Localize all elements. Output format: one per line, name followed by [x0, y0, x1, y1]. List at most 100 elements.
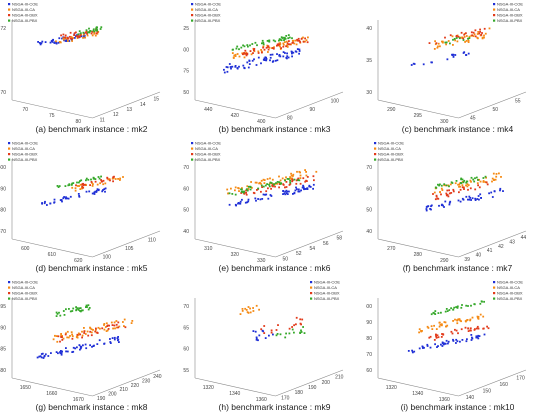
data-point — [263, 182, 266, 184]
data-point — [76, 346, 78, 349]
data-point — [291, 178, 294, 181]
data-point — [459, 340, 461, 343]
data-point — [284, 186, 286, 189]
data-point — [71, 337, 74, 340]
data-point — [462, 37, 465, 40]
legend-label: NSGA-III-COE — [12, 141, 38, 146]
data-point — [444, 36, 446, 39]
data-point — [267, 187, 269, 190]
x-tick-label: 70 — [22, 107, 28, 113]
data-point — [75, 31, 77, 34]
data-point — [491, 177, 494, 180]
data-point — [89, 344, 91, 347]
y-tick-label: 14 — [140, 102, 146, 108]
data-point — [95, 190, 98, 192]
x-tick-label: 620 — [74, 258, 83, 263]
data-point — [274, 40, 277, 43]
data-point — [262, 330, 265, 333]
data-point — [96, 331, 99, 334]
data-point — [251, 59, 254, 62]
data-point — [67, 37, 69, 40]
chart-panel: 400 390 380 370 600 610 620 100 105 110 NSGA-III-C… — [0, 139, 183, 278]
data-point — [482, 327, 485, 330]
data-point — [299, 177, 302, 179]
panel-caption: (d) benchmark instance : mk5 — [35, 263, 148, 273]
data-point — [465, 54, 467, 56]
data-point — [458, 185, 460, 188]
data-point — [85, 347, 88, 350]
data-point — [84, 343, 87, 346]
data-point — [479, 193, 482, 196]
y-tick-label: 56 — [323, 241, 329, 247]
data-point — [289, 179, 291, 182]
data-point — [44, 41, 47, 43]
data-point — [302, 40, 305, 43]
data-point — [304, 169, 306, 171]
data-point — [276, 181, 279, 183]
data-point — [242, 64, 245, 67]
data-point — [241, 188, 243, 191]
data-point — [65, 347, 67, 349]
data-point — [465, 319, 468, 322]
data-point — [272, 183, 275, 186]
data-point — [446, 189, 449, 192]
data-point — [283, 39, 285, 42]
data-point — [286, 178, 289, 180]
axis-line — [275, 369, 344, 397]
data-point — [479, 28, 481, 31]
data-point — [255, 336, 258, 339]
data-point — [80, 346, 83, 348]
data-point — [291, 328, 294, 331]
data-point — [65, 38, 68, 41]
data-point — [309, 186, 312, 188]
data-point — [270, 182, 273, 184]
data-point — [56, 313, 59, 315]
z-tick-label: 690 — [0, 325, 6, 331]
data-point — [474, 177, 476, 180]
data-point — [79, 36, 81, 38]
data-point — [90, 32, 93, 35]
data-point — [276, 59, 279, 62]
data-point — [443, 342, 446, 345]
data-point — [62, 310, 65, 312]
data-point — [61, 335, 63, 337]
data-point — [76, 34, 78, 36]
data-point — [82, 36, 84, 39]
data-point — [234, 186, 237, 189]
data-point — [477, 337, 480, 340]
data-point — [474, 197, 477, 200]
legend-swatch — [374, 147, 377, 150]
data-point — [258, 308, 260, 311]
legend-label: NSGA-III-DBX — [497, 13, 523, 18]
data-point — [312, 175, 315, 178]
y-tick-label: 210 — [119, 387, 128, 393]
data-point — [303, 188, 305, 191]
data-point — [71, 182, 73, 185]
data-point — [437, 336, 440, 339]
data-point — [246, 61, 249, 64]
legend-swatch — [8, 281, 11, 284]
data-point — [433, 324, 435, 327]
y-tick-label: 170 — [281, 395, 290, 401]
data-point — [437, 345, 439, 347]
z-tick-label: 400 — [183, 47, 189, 53]
data-point — [288, 178, 290, 180]
data-point — [465, 195, 468, 198]
panel-caption: (i) benchmark instance : mk10 — [400, 402, 515, 412]
data-point — [62, 33, 65, 36]
data-point — [450, 307, 452, 310]
data-point — [88, 307, 91, 309]
data-point — [467, 198, 469, 201]
y-tick-label: 55 — [515, 98, 521, 104]
data-point — [293, 324, 295, 327]
data-point — [296, 170, 298, 173]
chart-legend: NSGA-III-COENSGA-III-CANSGA-III-DBXNSGA-… — [191, 2, 221, 23]
data-point — [435, 333, 437, 336]
data-point — [82, 31, 85, 34]
data-point — [67, 336, 70, 339]
axis-line — [194, 377, 276, 397]
data-point — [263, 48, 266, 51]
x-tick-label: 1340 — [412, 391, 423, 397]
data-point — [266, 44, 269, 47]
z-tick-label: 390 — [0, 186, 6, 192]
